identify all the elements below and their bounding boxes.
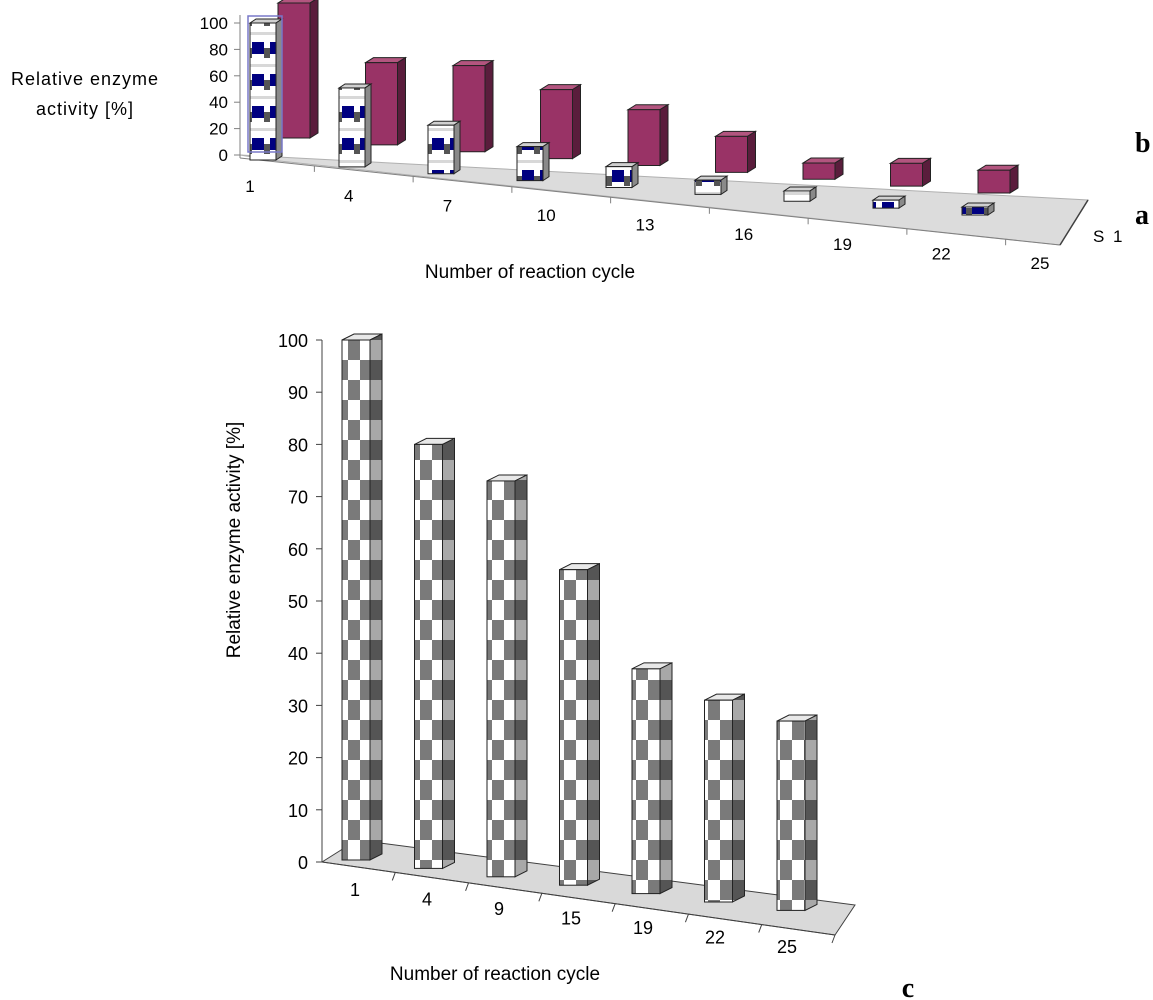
top-x-tick-label: 16	[734, 225, 753, 244]
bottom-bar	[704, 693, 745, 903]
top-bar-series-a	[426, 120, 462, 175]
bottom-y-tick-label: 90	[288, 383, 308, 403]
top-y-tick-label: 20	[209, 120, 228, 139]
bottom-bar	[486, 474, 528, 878]
bottom-x-tick-mark	[538, 893, 543, 902]
top-y-tick-label: 40	[209, 93, 228, 112]
top-selection-outline	[247, 15, 283, 153]
top-chart-floor	[239, 154, 1089, 246]
bottom-x-tick-mark	[611, 903, 616, 912]
top-x-tick-label: 7	[443, 196, 452, 215]
bottom-x-tick-mark	[684, 913, 689, 923]
top-bar-series-a	[871, 195, 907, 210]
bottom-x-label: Number of reaction cycle	[390, 964, 600, 985]
bottom-chart: 0 10 20 30 40 50 60 70 80 90 100 1 4 9 15 19 22 25 Relat…	[224, 331, 914, 1000]
top-bar-series-a	[337, 83, 373, 168]
top-x-tick-label: 22	[932, 244, 951, 263]
top-bar-series-a	[693, 175, 729, 196]
top-bar-series-b	[713, 130, 758, 174]
top-bar-series-a	[248, 18, 284, 161]
top-bar-series-a	[604, 161, 640, 189]
bottom-x-tick-label: 15	[561, 909, 581, 929]
top-bar-series-b	[976, 164, 1020, 194]
top-bar-series-a	[515, 141, 551, 182]
bottom-x-tick-mark	[465, 882, 470, 892]
top-x-label: Number of reaction cycle	[425, 262, 635, 283]
top-bar-series-b	[801, 157, 845, 181]
top-bar-series-b	[276, 0, 319, 139]
bottom-y-tick-label: 100	[278, 331, 308, 351]
panel-label-c: c	[902, 973, 914, 1000]
bottom-bar	[414, 437, 455, 870]
bottom-y-tick-label: 60	[288, 540, 308, 560]
top-x-axis	[239, 157, 1061, 246]
bottom-x-tick-label: 22	[705, 928, 725, 948]
bottom-y-label: Relative enzyme activity [%]	[224, 422, 245, 659]
top-chart: 0 20 40 60 80 100 1 4 7 10 13 16 19 22 25 Relative en…	[11, 0, 1151, 283]
top-bar-series-a	[782, 186, 818, 203]
top-depth-label: S 1	[1093, 227, 1125, 246]
top-y-label-line2: activity [%]	[36, 99, 134, 119]
bottom-y-tick-label: 70	[288, 488, 308, 508]
bottom-y-tick-label: 0	[298, 853, 308, 873]
top-y-tick-label: 0	[219, 146, 228, 165]
top-depth-axis	[1059, 199, 1089, 246]
bottom-x-tick-mark	[758, 924, 763, 933]
bottom-x-tick-label: 25	[777, 937, 797, 957]
bottom-y-tick-label: 20	[288, 749, 308, 769]
bottom-y-tick-label: 80	[288, 435, 308, 455]
top-y-tick-label: 100	[200, 14, 228, 33]
bottom-bar	[776, 714, 818, 912]
top-x-tick-label: 13	[636, 216, 655, 235]
top-x-tick-label: 4	[344, 187, 353, 206]
top-y-label-line1: Relative enzyme	[11, 69, 159, 89]
top-x-tick-label: 1	[245, 177, 254, 196]
bottom-x-tick-mark	[831, 934, 836, 944]
bottom-x-tick-label: 9	[494, 899, 504, 919]
bottom-y-tick-label: 40	[288, 644, 308, 664]
bottom-y-tick-label: 30	[288, 696, 308, 716]
top-x-tick-label: 10	[537, 206, 556, 225]
bottom-y-tick-label: 50	[288, 592, 308, 612]
bottom-x-tick-mark	[391, 872, 396, 881]
top-x-tick-label: 25	[1031, 254, 1050, 273]
top-y-tick-label: 80	[209, 40, 228, 59]
panel-label-a: a	[1135, 200, 1149, 231]
bottom-x-tick-label: 19	[633, 918, 653, 938]
top-bar-series-b	[888, 157, 933, 188]
top-bar-series-a	[960, 202, 996, 216]
top-bar-series-b	[626, 103, 670, 167]
bottom-x-tick-label: 4	[422, 890, 432, 910]
top-x-tick-label: 19	[833, 235, 852, 254]
bottom-bar	[631, 662, 673, 895]
panel-label-b: b	[1135, 128, 1151, 159]
bottom-y-tick-label: 10	[288, 801, 308, 821]
bottom-x-axis	[321, 861, 836, 936]
bottom-x-tick-label: 1	[350, 880, 360, 900]
top-y-tick-label: 60	[209, 67, 228, 86]
bottom-bar	[341, 333, 383, 861]
bottom-bar	[559, 562, 600, 887]
